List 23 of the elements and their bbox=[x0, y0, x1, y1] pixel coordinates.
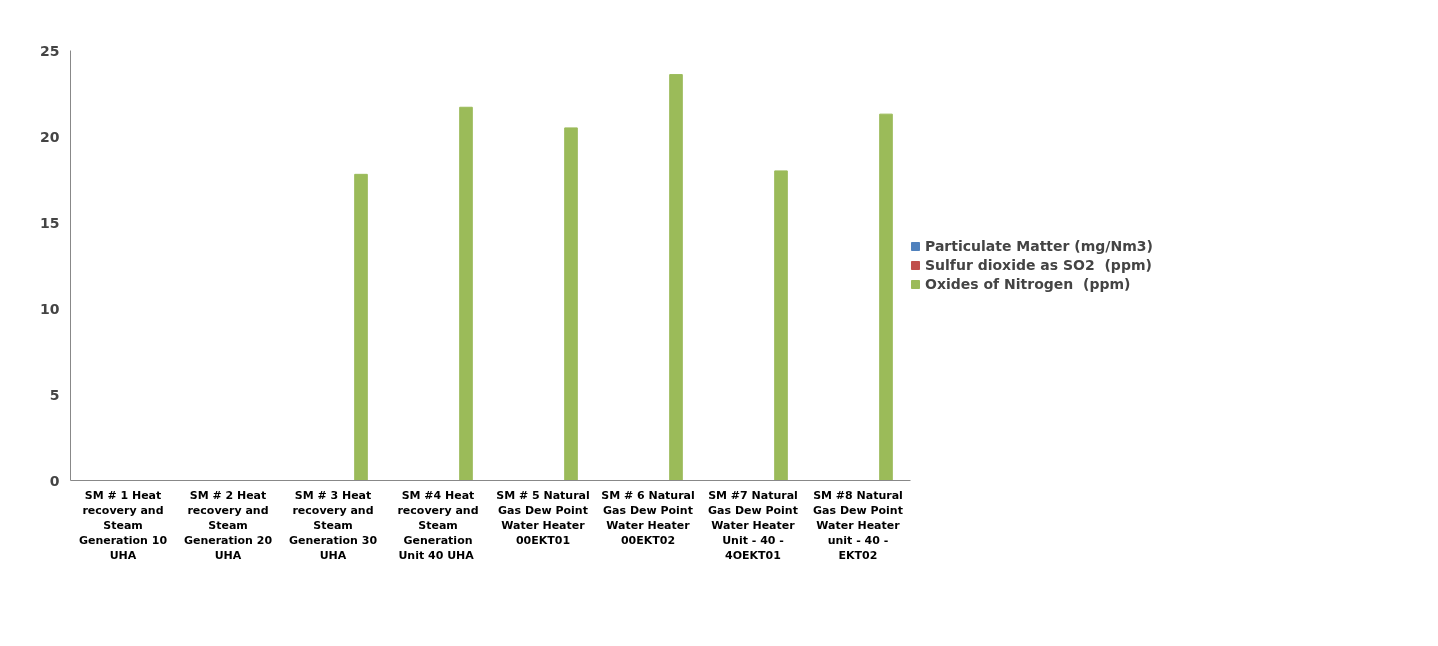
bar bbox=[459, 106, 473, 481]
y-tick-label: 15 bbox=[40, 214, 60, 231]
x-tick-label: SM # 3 Heat recovery and Steam Generation 30 UHA bbox=[288, 488, 378, 562]
y-tick-label: 10 bbox=[40, 300, 60, 317]
y-tick-label: 25 bbox=[40, 42, 60, 59]
x-tick-label: SM #4 Heat recovery and Steam Generation Unit 40 UHA bbox=[397, 488, 479, 562]
y-tick-label: 20 bbox=[40, 128, 60, 145]
x-tick-label: SM #8 Natural Gas Dew Point Water Heater unit - 40 - EKT02 bbox=[813, 488, 903, 562]
x-tick-label: SM # 5 Natural Gas Dew Point Water Heater 00EKT01 bbox=[496, 488, 590, 547]
x-tick-label: SM #7 Natural Gas Dew Point Water Heater Unit - 40 - 4OEKT01 bbox=[708, 488, 798, 562]
x-tick-label: SM # 6 Natural Gas Dew Point Water Heater 00EKT02 bbox=[601, 488, 695, 547]
bar bbox=[564, 127, 578, 481]
y-tick-label: 5 bbox=[49, 386, 60, 403]
bar bbox=[879, 113, 893, 481]
legend-label: Sulfur dioxide as SO2 (ppm) bbox=[925, 257, 1152, 273]
x-tick-label: SM # 1 Heat recovery and Steam Generation 10 UHA bbox=[78, 488, 168, 562]
bar bbox=[354, 173, 368, 481]
legend-label: Particulate Matter (mg/Nm3) bbox=[925, 238, 1153, 254]
y-tick-label: 0 bbox=[49, 472, 60, 489]
legend-label: Oxides of Nitrogen (ppm) bbox=[925, 276, 1131, 292]
bar bbox=[669, 74, 683, 481]
bar bbox=[774, 170, 788, 481]
x-tick-label: SM # 2 Heat recovery and Steam Generation 20 UHA bbox=[183, 488, 273, 562]
